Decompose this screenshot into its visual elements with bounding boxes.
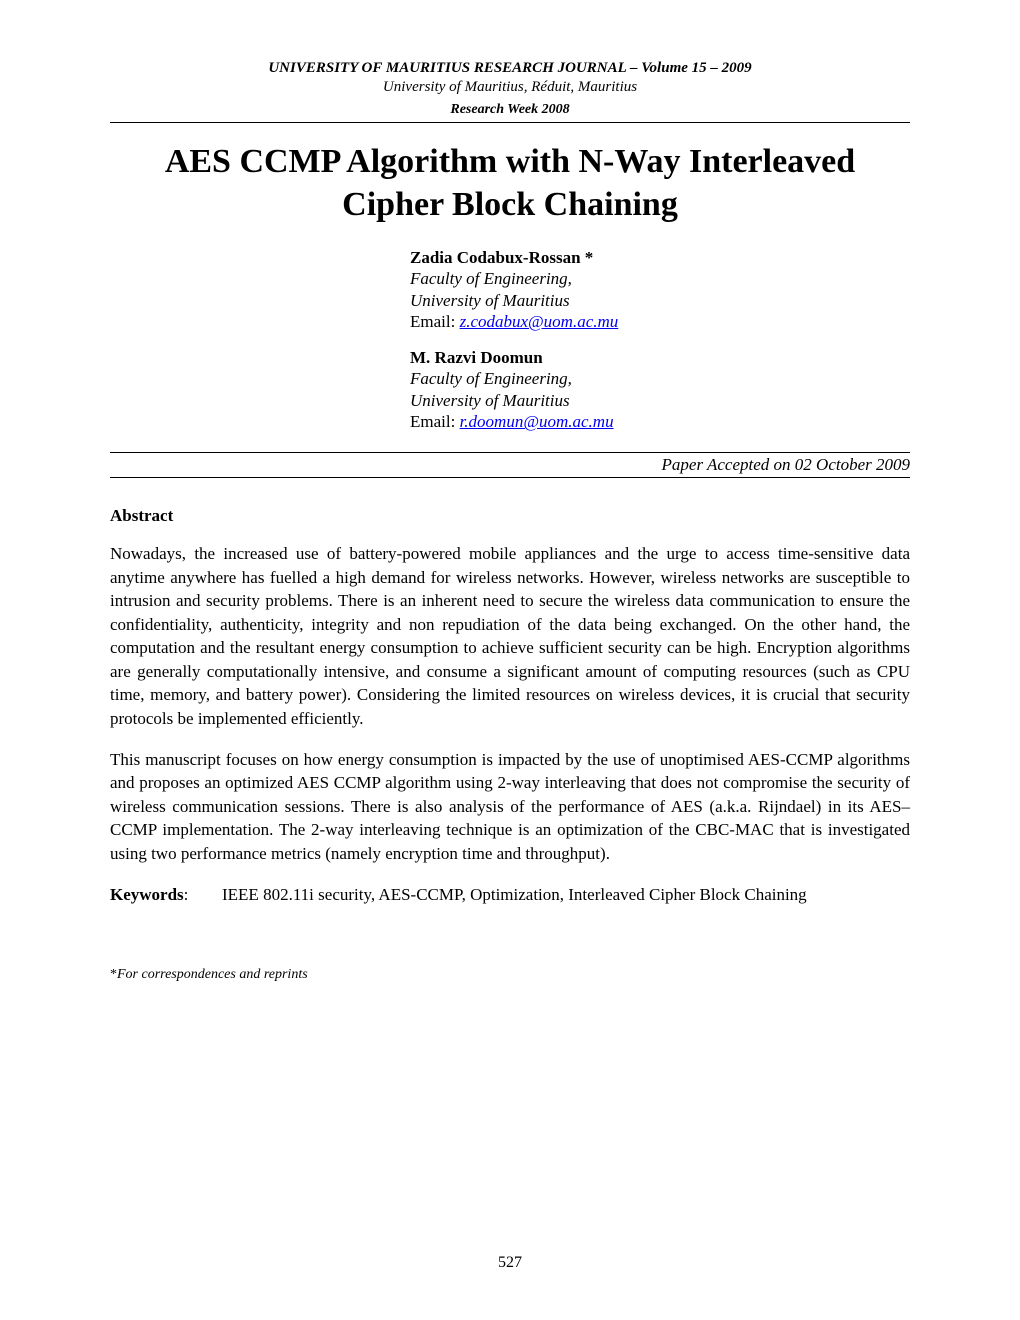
paper-accepted-date: Paper Accepted on 02 October 2009 xyxy=(410,455,910,475)
email-label: Email: xyxy=(410,412,460,431)
footnote-text: For correspondences and reprints xyxy=(117,967,308,982)
author-affiliation: University of Mauritius xyxy=(410,390,910,412)
journal-affiliation-line: University of Mauritius, Réduit, Mauriti… xyxy=(110,79,910,96)
page-number: 527 xyxy=(0,1254,1020,1272)
journal-event-line: Research Week 2008 xyxy=(110,102,910,122)
abstract-paragraph: This manuscript focuses on how energy co… xyxy=(110,748,910,865)
author-email-link[interactable]: z.codabux@uom.ac.mu xyxy=(460,312,619,331)
author-email-link[interactable]: r.doomun@uom.ac.mu xyxy=(460,412,614,431)
authors-block: Zadia Codabux-Rossan * Faculty of Engine… xyxy=(410,248,910,432)
paper-title: AES CCMP Algorithm with N-Way Interleave… xyxy=(110,141,910,226)
correspondence-footnote: *For correspondences and reprints xyxy=(110,967,910,983)
abstract-paragraph: Nowadays, the increased use of battery-p… xyxy=(110,542,910,730)
keywords-label: Keywords: xyxy=(110,883,222,906)
email-label: Email: xyxy=(410,312,460,331)
accepted-rule: Paper Accepted on 02 October 2009 xyxy=(110,452,910,478)
keywords-text: IEEE 802.11i security, AES-CCMP, Optimiz… xyxy=(222,883,910,906)
journal-header-line: UNIVERSITY OF MAURITIUS RESEARCH JOURNAL… xyxy=(110,60,910,77)
header-rule: Research Week 2008 xyxy=(110,102,910,123)
author-name: M. Razvi Doomun xyxy=(410,348,910,368)
abstract-heading: Abstract xyxy=(110,506,910,526)
author-name: Zadia Codabux-Rossan * xyxy=(410,248,910,268)
keywords-row: Keywords: IEEE 802.11i security, AES-CCM… xyxy=(110,883,910,906)
keywords-label-text: Keywords xyxy=(110,885,184,904)
author-affiliation: Faculty of Engineering, xyxy=(410,368,910,390)
author-affiliation: University of Mauritius xyxy=(410,290,910,312)
keywords-separator: : xyxy=(184,885,189,904)
footnote-star: * xyxy=(110,967,117,982)
author-affiliation: Faculty of Engineering, xyxy=(410,268,910,290)
